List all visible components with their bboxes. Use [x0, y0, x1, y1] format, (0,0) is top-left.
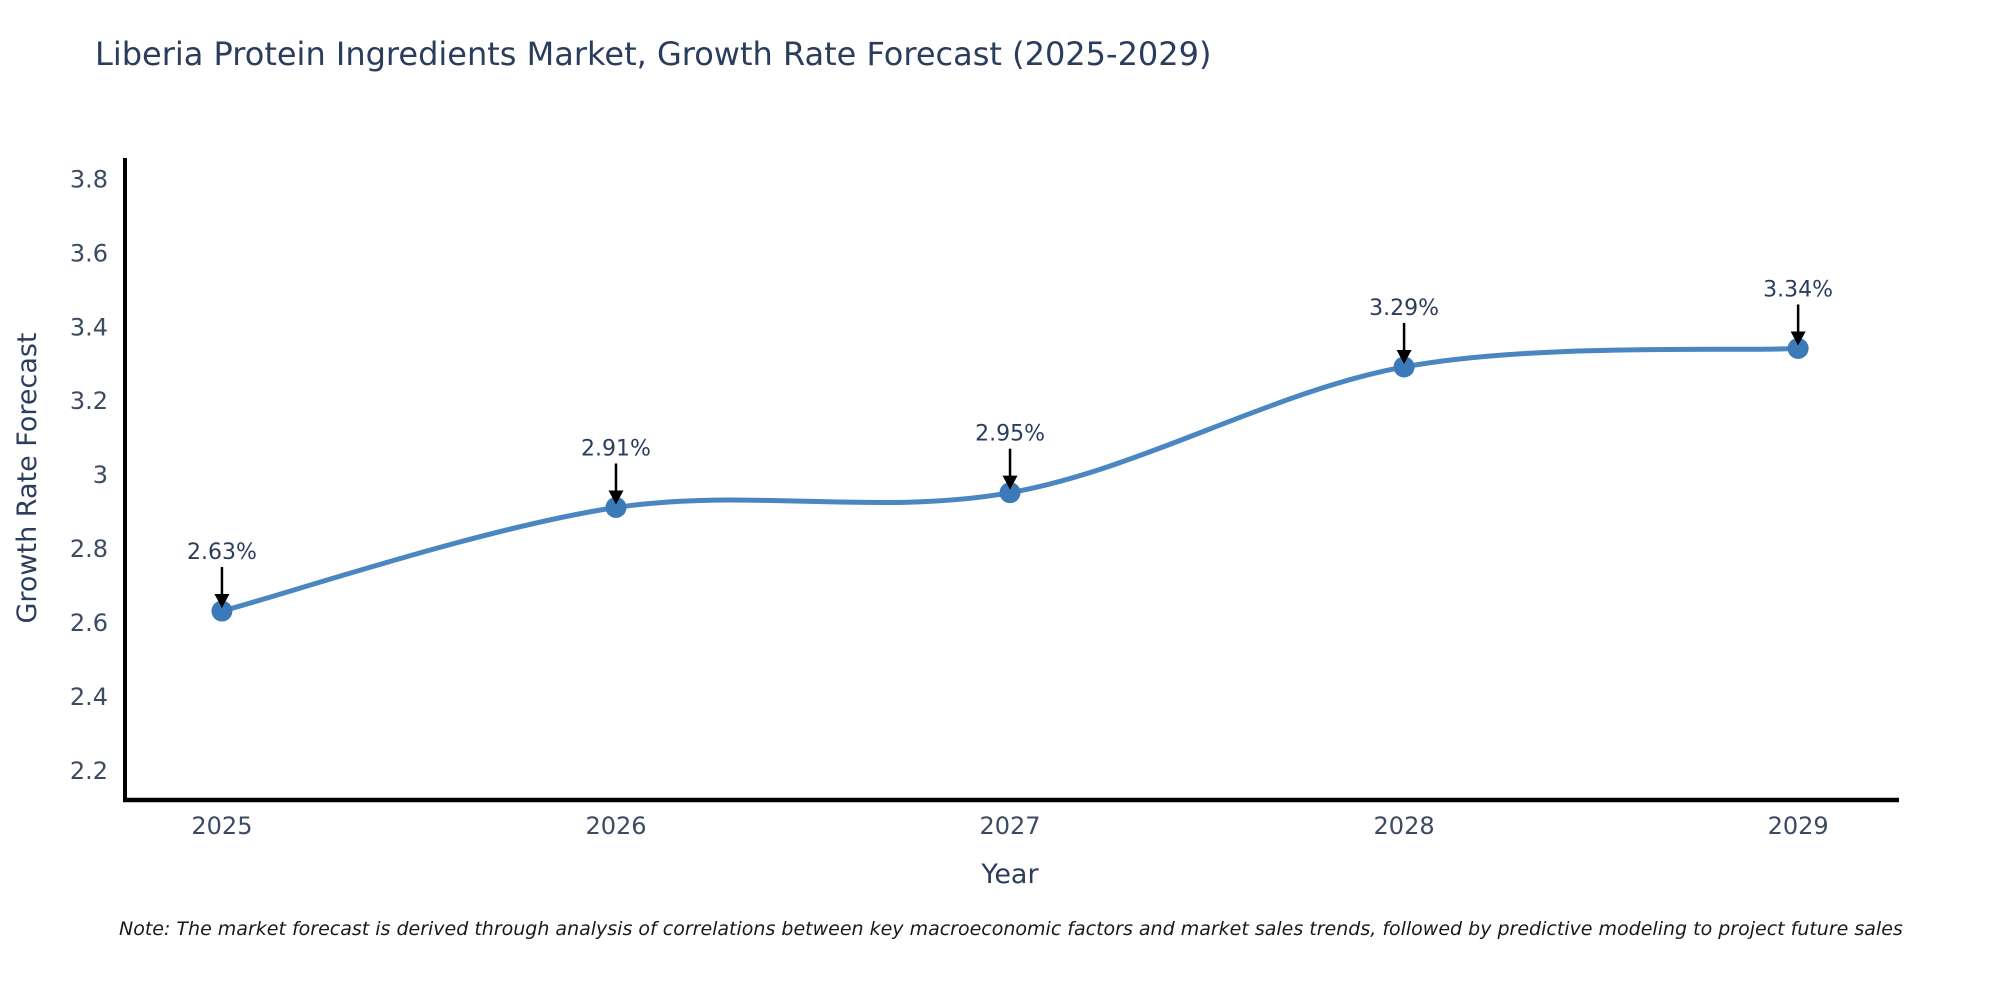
y-tick-label: 3.2	[70, 387, 108, 415]
data-point-2028	[1393, 356, 1415, 378]
y-tick-label: 2.8	[70, 535, 108, 563]
arrow-down-icon	[608, 490, 624, 505]
data-point-2026	[605, 496, 627, 518]
point-value-label: 3.34%	[1763, 277, 1833, 302]
y-tick-label: 3	[93, 461, 108, 489]
x-tick-label: 2025	[191, 812, 252, 840]
arrow-down-icon	[1002, 475, 1018, 490]
data-point-2025	[211, 600, 233, 622]
x-tick-label: 2029	[1768, 812, 1829, 840]
data-point-2029	[1787, 337, 1809, 359]
point-value-label: 2.95%	[975, 422, 1045, 447]
x-tick-label: 2028	[1374, 812, 1435, 840]
y-tick-label: 2.6	[70, 609, 108, 637]
x-tick-label: 2026	[585, 812, 646, 840]
point-value-label: 2.91%	[581, 436, 651, 461]
point-value-label: 2.63%	[187, 540, 257, 565]
y-tick-label: 3.4	[70, 313, 108, 341]
y-tick-label: 3.6	[70, 239, 108, 267]
arrow-down-icon	[1396, 349, 1412, 364]
data-point-2027	[999, 482, 1021, 504]
chart-title: Liberia Protein Ingredients Market, Grow…	[95, 35, 1212, 73]
arrow-down-icon	[214, 594, 230, 609]
y-tick-label: 2.2	[70, 757, 108, 785]
point-value-label: 3.29%	[1369, 296, 1439, 321]
footnote: Note: The market forecast is derived thr…	[119, 918, 1903, 940]
arrow-down-icon	[1790, 331, 1806, 346]
x-tick-label: 2027	[979, 812, 1040, 840]
y-tick-label: 3.8	[70, 165, 108, 193]
x-axis-title: Year	[981, 859, 1039, 890]
y-tick-label: 2.4	[70, 683, 108, 711]
